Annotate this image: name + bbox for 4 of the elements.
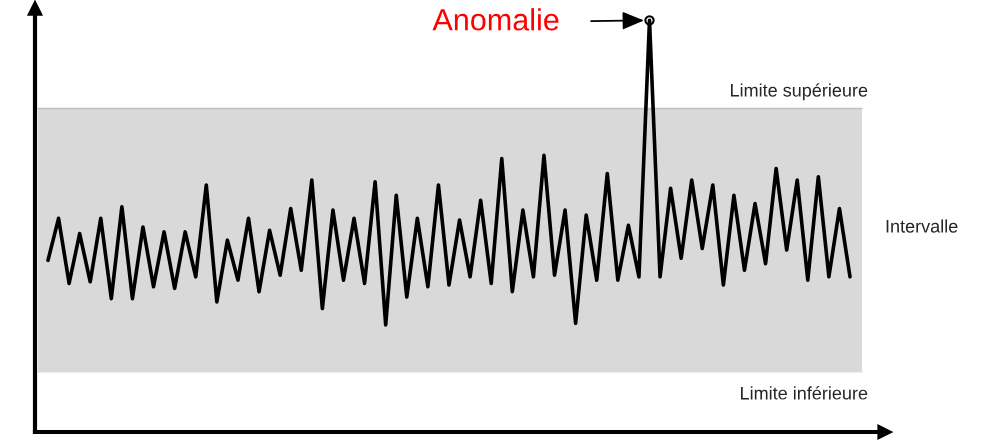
- band-label: Intervalle: [886, 219, 958, 233]
- ref-line-label: Limite inférieure: [741, 386, 868, 400]
- annotation: Anomalie: [432, 8, 559, 31]
- ref-line-label: Limite supérieure: [731, 83, 868, 101]
